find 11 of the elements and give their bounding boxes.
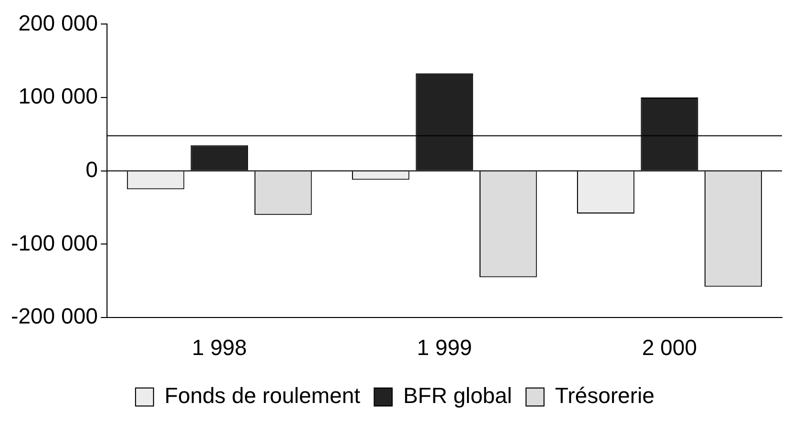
y-tick-label: -100 000 <box>10 230 98 256</box>
y-tick-label: 100 000 <box>18 84 98 109</box>
x-tick-label: 2 000 <box>642 334 698 360</box>
legend-label: Trésorerie <box>555 383 654 408</box>
y-tick-label: 0 <box>86 156 98 182</box>
x-tick-label: 1 998 <box>192 334 247 360</box>
legend-label: BFR global <box>403 383 512 408</box>
y-tick-label: -200 000 <box>10 304 98 329</box>
x-tick-label: 1 999 <box>416 334 472 360</box>
legend-label: Fonds de roulement <box>164 383 360 408</box>
y-tick-label: 200 000 <box>18 10 98 36</box>
